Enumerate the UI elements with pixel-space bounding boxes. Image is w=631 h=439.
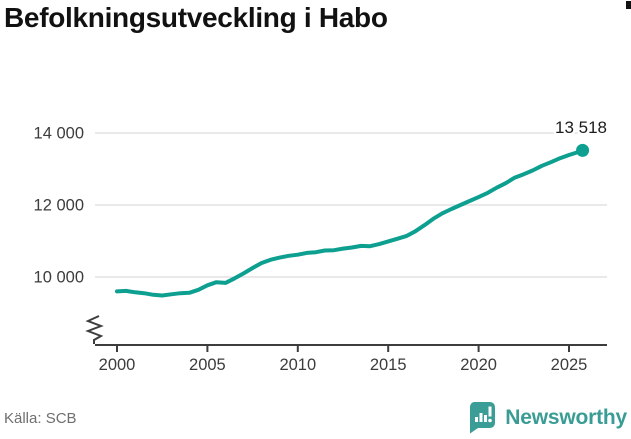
x-axis-tick-label: 2025 (551, 356, 588, 374)
y-axis-tick-label: 14 000 (34, 125, 84, 143)
x-axis-tick-label: 2015 (370, 356, 407, 374)
newsworthy-wordmark: Newsworthy (505, 406, 627, 429)
latest-value-point (576, 143, 590, 157)
population-line-chart: 10 000 12 000 14 000 2000 2005 2010 2015 2020 20… (34, 116, 610, 375)
newsworthy-icon (470, 402, 496, 434)
footer: Källa: SCB Newsworthy (0, 397, 631, 439)
x-axis-tick-label: 2005 (189, 356, 226, 374)
y-axis-break-squiggle-icon (85, 315, 104, 344)
y-axis-tick-label: 12 000 (34, 197, 84, 215)
population-line-series (115, 148, 585, 298)
latest-value-label: 13 518 (555, 118, 607, 137)
source-note: Källa: SCB (4, 409, 77, 427)
page-title: Befolkningsutveckling i Habo (4, 2, 388, 33)
newsworthy-logo[interactable]: Newsworthy (468, 401, 627, 435)
x-axis-tick-label: 2020 (460, 356, 497, 374)
y-axis-tick-label: 10 000 (34, 269, 84, 287)
x-axis-tick-label: 2000 (99, 356, 136, 374)
x-axis-tick-label: 2010 (279, 356, 316, 374)
cropped-corner-mark (626, 1, 631, 9)
